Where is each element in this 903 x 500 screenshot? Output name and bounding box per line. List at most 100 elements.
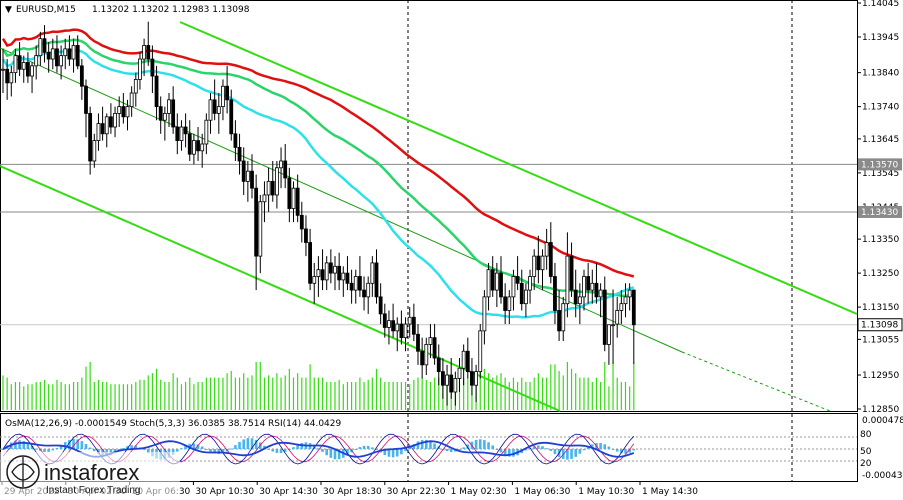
osma-bar xyxy=(416,441,420,449)
candle-body xyxy=(142,45,147,60)
candle-body xyxy=(573,289,578,305)
candle-body xyxy=(34,55,39,67)
candle-body xyxy=(13,55,18,74)
osma-bar xyxy=(329,449,333,458)
candle-body xyxy=(25,62,30,77)
candle-body xyxy=(623,296,628,305)
osma-bar xyxy=(404,449,407,452)
osma-bar xyxy=(1,449,5,450)
logo-icon xyxy=(6,455,40,489)
osma-bar xyxy=(146,449,150,454)
candle-body xyxy=(50,48,55,60)
candle-body xyxy=(561,303,566,332)
candle-body xyxy=(274,167,279,196)
candle-body xyxy=(245,170,250,182)
ma-cyan-line[interactable] xyxy=(1,48,635,319)
candle-body xyxy=(428,337,433,345)
candle-body xyxy=(9,72,14,84)
brand-name: instaforex xyxy=(44,460,139,485)
osma-bar xyxy=(408,447,411,449)
candle-body xyxy=(154,75,159,108)
osma-bar xyxy=(88,447,92,449)
candle-body xyxy=(553,276,557,311)
osma-bar xyxy=(68,439,71,449)
brand-tagline: Instant Forex Trading xyxy=(46,485,141,496)
osma-bar xyxy=(317,448,320,450)
osma-bar xyxy=(474,439,478,449)
candle-body xyxy=(171,99,176,128)
osma-bar xyxy=(512,449,515,457)
price-label-box xyxy=(857,318,903,332)
osma-bar xyxy=(275,449,279,453)
osma-bar xyxy=(59,445,63,449)
candle-body xyxy=(607,324,611,345)
candle-body xyxy=(465,350,470,373)
stoch-level-20: 20 xyxy=(860,459,872,469)
candle-body xyxy=(569,255,574,291)
osma-bar xyxy=(628,449,631,453)
candle-body xyxy=(511,276,516,298)
osma-bar xyxy=(615,449,619,452)
candle-body xyxy=(146,45,151,60)
osma-bar xyxy=(184,445,187,449)
candle-body xyxy=(179,126,184,141)
osma-bar xyxy=(221,449,225,454)
candle-body xyxy=(602,289,607,345)
candle-body xyxy=(216,106,221,114)
candle-body xyxy=(436,357,441,373)
stoch-level-80: 80 xyxy=(860,430,872,440)
candle-body xyxy=(42,38,47,53)
osma-bar xyxy=(391,449,395,458)
candle-body xyxy=(167,99,171,114)
candle-body xyxy=(382,313,387,328)
price-label: 1.13098 xyxy=(861,321,898,331)
osma-bar xyxy=(458,449,461,450)
candle-body xyxy=(241,160,246,182)
candle-body xyxy=(79,65,84,87)
candle-body xyxy=(353,276,358,291)
candle-body xyxy=(71,45,76,60)
osma-bar xyxy=(578,449,582,454)
symbol-dropdown-arrow[interactable]: ▼ xyxy=(5,5,12,15)
candle-body xyxy=(333,265,337,274)
osma-bar xyxy=(279,449,283,454)
candle-body xyxy=(507,296,512,311)
candle-body xyxy=(486,269,491,298)
candle-body xyxy=(59,55,63,67)
osma-bar xyxy=(246,438,250,449)
channel-upper-line[interactable] xyxy=(179,21,858,315)
osma-bar xyxy=(478,439,482,449)
osma-bar xyxy=(97,449,100,454)
osma-bar xyxy=(541,446,544,449)
candle-body xyxy=(345,272,350,284)
ma-red-line[interactable] xyxy=(1,28,635,278)
candle-body xyxy=(125,106,130,118)
osma-bar xyxy=(346,449,349,456)
price-tick-label: 1.13645 xyxy=(862,135,899,145)
candle-body xyxy=(175,126,180,141)
candle-body xyxy=(30,65,34,77)
candle-body xyxy=(113,113,117,128)
candle-body xyxy=(519,282,524,305)
candle-body xyxy=(109,116,113,128)
osma-bar xyxy=(122,448,125,450)
osma-bar xyxy=(134,445,138,449)
candle-body xyxy=(287,177,292,209)
osma-bar xyxy=(80,441,84,449)
osma-bar xyxy=(532,446,536,449)
candle-body xyxy=(461,350,466,369)
osma-bar xyxy=(354,449,358,450)
candle-body xyxy=(548,242,553,277)
candles xyxy=(1,21,636,406)
osma-bar xyxy=(466,444,470,449)
candle-body xyxy=(457,367,462,379)
osma-bar xyxy=(180,448,183,450)
osma-bar xyxy=(611,449,615,450)
osma-bar xyxy=(599,443,602,449)
candle-body xyxy=(320,269,325,281)
candle-body xyxy=(445,374,449,386)
osma-bar xyxy=(491,445,494,449)
candle-body xyxy=(631,289,636,326)
